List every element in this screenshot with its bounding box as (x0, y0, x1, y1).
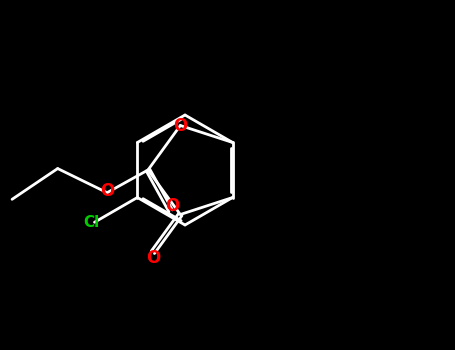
Text: Cl: Cl (83, 215, 100, 230)
Text: O: O (146, 249, 160, 267)
Text: O: O (173, 117, 187, 134)
Text: O: O (166, 197, 180, 215)
Text: O: O (100, 182, 114, 199)
